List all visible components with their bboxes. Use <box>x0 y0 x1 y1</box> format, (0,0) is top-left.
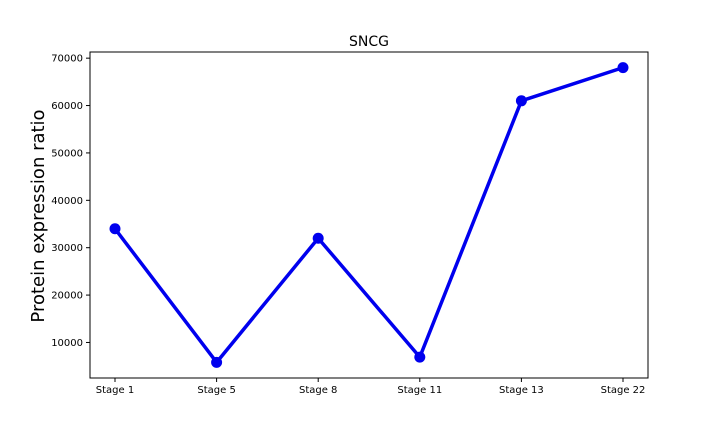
y-tick-label: 20000 <box>51 291 83 302</box>
data-point <box>312 232 324 244</box>
x-tick-label: Stage 13 <box>499 385 544 396</box>
y-tick-label: 40000 <box>51 196 83 207</box>
x-tick-label: Stage 22 <box>601 385 646 396</box>
data-point <box>211 356 223 368</box>
x-tick-label: Stage 1 <box>96 385 134 396</box>
plot-frame <box>89 51 649 379</box>
y-axis-label: Protein expression ratio <box>28 109 49 322</box>
plot-area: 10000 20000 30000 40000 50000 60000 70000 Stage… <box>51 51 649 396</box>
x-tick-label: Stage 8 <box>299 385 337 396</box>
data-point <box>617 62 629 74</box>
y-tick-label: 10000 <box>51 338 83 349</box>
x-tick-label: Stage 11 <box>397 385 442 396</box>
y-tick-label: 50000 <box>51 148 83 159</box>
y-tick-label: 70000 <box>51 54 83 65</box>
series-line <box>113 65 624 365</box>
data-point <box>515 95 527 107</box>
x-tick-label: Stage 5 <box>197 385 235 396</box>
y-tick-label: 60000 <box>51 101 83 112</box>
y-tick-label: 30000 <box>51 243 83 254</box>
data-point <box>414 351 426 363</box>
chart-title: SNCG <box>349 34 389 50</box>
data-point <box>109 223 121 235</box>
